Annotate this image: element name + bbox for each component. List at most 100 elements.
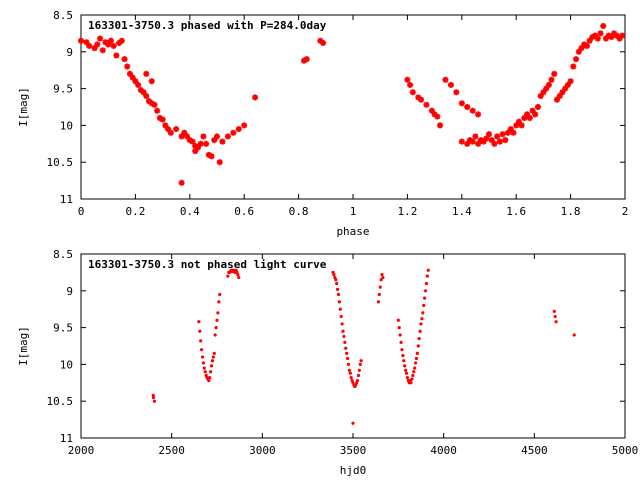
data-point xyxy=(559,89,566,96)
y-tick-label: 10 xyxy=(60,358,73,371)
data-point xyxy=(424,281,429,286)
data-point xyxy=(357,368,361,372)
x-tick-label: 1.6 xyxy=(506,205,526,218)
data-point xyxy=(573,56,580,63)
x-tick-label: 3500 xyxy=(340,444,367,457)
x-tick-label: 1.8 xyxy=(561,205,581,218)
data-point xyxy=(469,107,476,114)
data-point xyxy=(336,292,341,297)
data-point xyxy=(94,41,101,48)
y-tick-label: 10.5 xyxy=(47,395,74,408)
data-point xyxy=(379,278,383,282)
data-point xyxy=(347,368,351,372)
data-point xyxy=(420,317,424,321)
data-point xyxy=(398,333,402,337)
data-point xyxy=(230,129,237,136)
data-point xyxy=(167,129,174,136)
data-point xyxy=(121,56,128,63)
data-point xyxy=(570,63,577,70)
data-point xyxy=(189,138,196,145)
data-point xyxy=(173,126,180,133)
data-point xyxy=(226,274,230,278)
data-point xyxy=(143,70,150,77)
data-point xyxy=(342,334,346,339)
x-tick-label: 0.4 xyxy=(180,205,200,218)
data-point xyxy=(110,42,117,49)
data-point xyxy=(334,278,338,282)
data-point xyxy=(423,101,430,108)
data-point xyxy=(526,115,533,122)
data-point xyxy=(600,23,607,30)
data-point xyxy=(510,129,517,136)
data-point xyxy=(97,35,104,42)
data-point xyxy=(491,140,498,147)
data-point xyxy=(359,359,363,363)
data-point xyxy=(412,370,416,374)
data-point xyxy=(483,135,490,142)
y-tick-label: 9 xyxy=(66,46,73,59)
data-point xyxy=(403,368,408,372)
data-point xyxy=(402,359,406,363)
x-axis-label: phase xyxy=(336,225,369,238)
data-point xyxy=(475,140,482,147)
plot-frame xyxy=(80,253,626,439)
data-point xyxy=(178,179,185,186)
data-point xyxy=(236,273,240,277)
data-point xyxy=(208,153,215,160)
data-point xyxy=(423,289,428,293)
data-point xyxy=(335,281,339,286)
data-point xyxy=(553,314,557,319)
data-point xyxy=(113,52,120,59)
data-point xyxy=(458,138,465,145)
data-point xyxy=(413,366,417,370)
data-point xyxy=(346,362,351,366)
data-point xyxy=(213,333,217,337)
data-point xyxy=(418,96,424,103)
data-point xyxy=(348,371,352,375)
data-point xyxy=(107,37,114,44)
x-axis-label: hjd0 xyxy=(340,464,367,477)
data-point xyxy=(102,39,109,46)
data-point xyxy=(349,376,353,380)
x-tick-label: 1.2 xyxy=(397,205,417,218)
data-point xyxy=(335,287,340,291)
data-point xyxy=(475,111,482,118)
data-point xyxy=(494,133,501,140)
data-point xyxy=(345,356,350,361)
data-point xyxy=(403,364,407,368)
data-point xyxy=(343,340,347,344)
x-tick-label: 1.4 xyxy=(452,205,472,218)
data-point xyxy=(464,104,471,110)
data-point xyxy=(214,133,220,140)
data-point xyxy=(224,133,231,140)
data-point xyxy=(241,122,248,129)
data-point xyxy=(464,140,471,147)
data-point xyxy=(218,292,222,297)
data-point xyxy=(216,311,220,315)
data-point xyxy=(214,326,218,330)
data-point xyxy=(211,355,215,359)
data-point xyxy=(181,129,188,136)
data-point xyxy=(151,395,156,400)
data-point xyxy=(198,329,202,333)
data-point xyxy=(151,101,158,108)
data-point xyxy=(534,104,541,110)
x-tick-label: 2500 xyxy=(158,444,185,457)
data-point xyxy=(320,39,327,46)
plot-frame xyxy=(80,14,626,200)
data-point xyxy=(197,140,204,147)
data-point xyxy=(252,94,259,101)
data-point xyxy=(396,318,400,322)
data-point xyxy=(200,355,205,359)
data-point xyxy=(351,421,355,425)
data-point xyxy=(409,89,416,96)
data-point xyxy=(381,275,385,280)
data-point xyxy=(159,116,166,123)
data-point xyxy=(407,81,414,88)
data-point xyxy=(124,63,131,70)
data-point xyxy=(201,361,205,365)
data-point xyxy=(341,329,345,333)
data-point xyxy=(545,81,552,88)
data-point xyxy=(502,137,509,144)
data-point xyxy=(619,32,626,39)
